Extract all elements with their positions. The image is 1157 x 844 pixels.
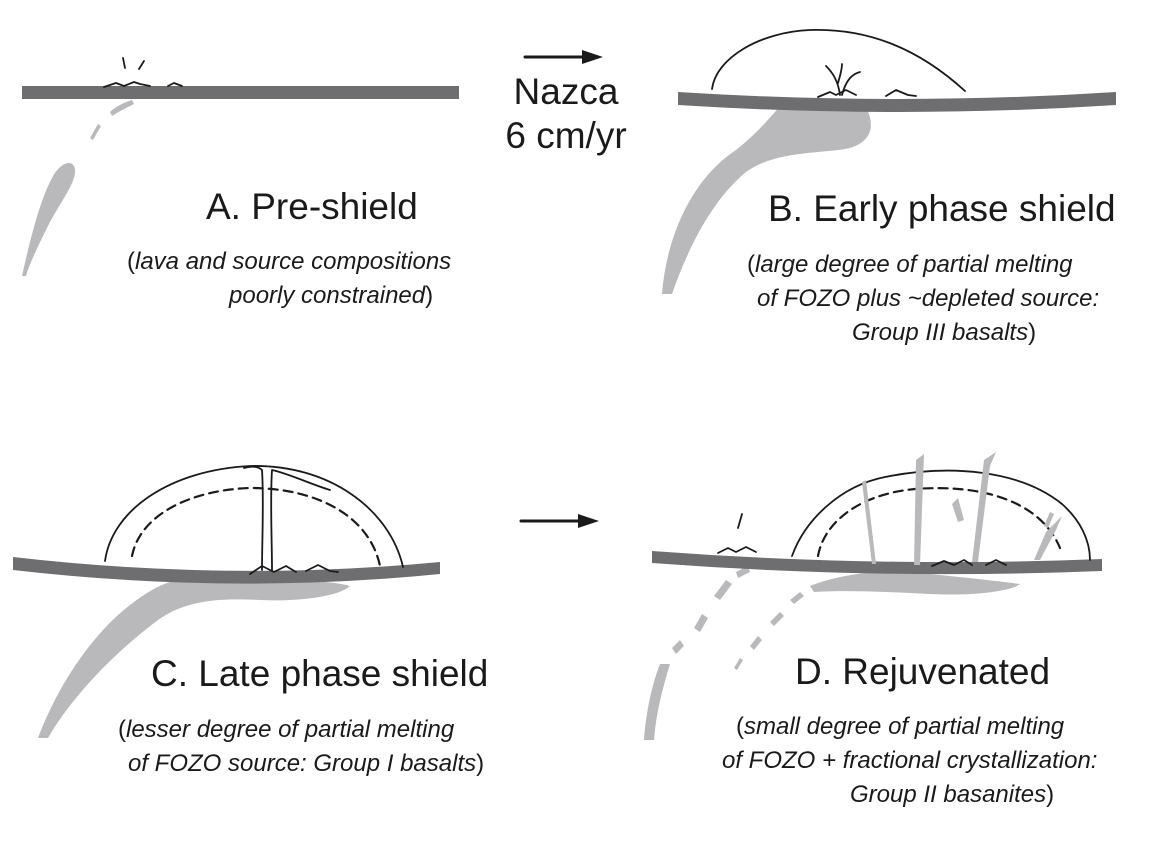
plate-name: Nazca: [513, 71, 619, 112]
plate-motion-label: Nazca 6 cm/yr: [496, 70, 636, 158]
panel-d-shield-outline: [791, 469, 1091, 561]
panel-d-seamounts: [717, 546, 1007, 567]
panel-d-dikes: [862, 452, 1062, 565]
panel-a-title: A. Pre-shield: [206, 186, 418, 227]
panel-d-eruption-mark: [737, 513, 743, 529]
panel-d-sketch: [644, 452, 1102, 740]
panel-c-title: C. Late phase shield: [151, 653, 489, 694]
panel-a-plate: [22, 86, 459, 99]
caption-line: (small degree of partial melting: [736, 713, 1065, 740]
panel-b-seamounts: [817, 89, 917, 98]
caption-line: Group III basalts): [852, 319, 1037, 346]
panel-c-plate: [13, 557, 440, 584]
panel-c-seamounts: [249, 564, 339, 575]
panel-b-title: B. Early phase shield: [768, 188, 1116, 229]
panel-a-seamounts: [103, 81, 183, 88]
panel-c-conduit: [243, 465, 331, 571]
panel-b-caption: (large degree of partial melting of FOZO…: [747, 248, 1099, 350]
panel-c-plume: [38, 575, 350, 738]
panel-b-plate: [678, 92, 1116, 112]
panel-d-caption: (small degree of partial melting of FOZO…: [722, 710, 1097, 812]
caption-line: of FOZO source: Group I basalts): [128, 750, 485, 777]
panel-a-caption: (lava and source compositions poorly con…: [127, 245, 451, 313]
caption-line: (large degree of partial melting: [747, 251, 1073, 278]
panel-c-caption: (lesser degree of partial melting of FOZ…: [118, 713, 484, 781]
panel-d-dashed-core: [816, 487, 1062, 558]
plate-motion-arrow-middle: [519, 514, 599, 528]
panel-d-plume: [644, 566, 750, 740]
panel-c-shield-outline: [104, 465, 404, 568]
caption-line: (lava and source compositions: [127, 248, 452, 275]
panel-d-title: D. Rejuvenated: [795, 651, 1051, 692]
caption-line: of FOZO plus ~depleted source:: [757, 285, 1100, 312]
plate-motion-arrow-top: [523, 50, 603, 64]
panel-b-shield-outline: [711, 29, 966, 92]
panel-a-plume: [22, 163, 76, 276]
caption-line: of FOZO + fractional crystallization:: [722, 747, 1098, 774]
plate-rate: 6 cm/yr: [505, 115, 627, 156]
panel-b-sketch: [662, 29, 1116, 294]
panel-b-plume: [662, 104, 871, 294]
panel-b-conduit: [825, 63, 861, 96]
caption-line: Group II basanites): [850, 781, 1055, 808]
caption-line: poorly constrained): [229, 282, 434, 309]
panel-c-dashed-core: [130, 486, 382, 568]
caption-line: (lesser degree of partial melting: [118, 716, 455, 743]
panel-d-plume-streak: [734, 571, 1020, 670]
panel-d-plate: [652, 551, 1102, 575]
panel-a-eruption-marks: [122, 57, 145, 70]
panel-c-sketch: [13, 465, 440, 738]
panel-a-plume-streak: [90, 100, 134, 140]
panel-a-sketch: [22, 57, 459, 276]
